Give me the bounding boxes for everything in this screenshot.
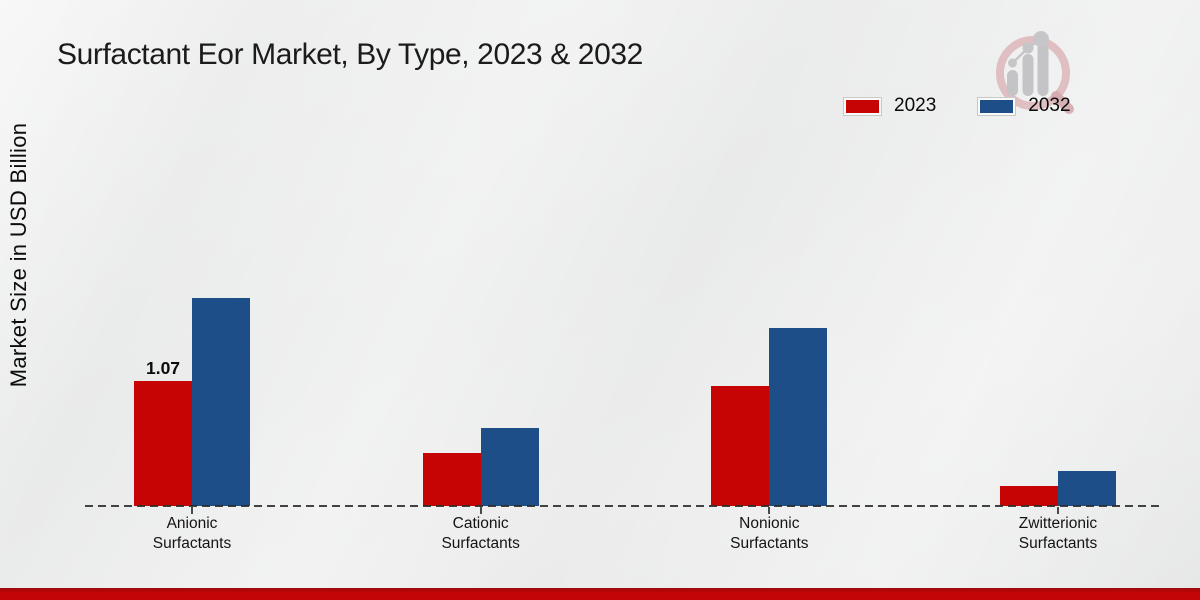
legend-swatch-2032-icon xyxy=(978,97,1016,115)
legend-item-2032: 2032 xyxy=(978,95,1071,117)
bar-2023-zwitterionic-surfactants xyxy=(1000,486,1058,506)
x-tick-label-line: Zwitterionic xyxy=(1018,515,1098,532)
bar-2032-anionic-surfactants xyxy=(192,298,250,506)
x-tick-label-line: Surfactants xyxy=(730,535,809,552)
x-tick-label-line: Surfactants xyxy=(152,535,232,552)
x-tick-label-anionic-surfactants: Anionic Surfactants xyxy=(107,514,277,554)
x-tick-nonionic-surfactants xyxy=(768,507,771,514)
bar-2032-cationic-surfactants xyxy=(480,428,539,506)
legend: 2023 2032 xyxy=(844,95,1071,117)
data-label-2023-anionic-surfactants: 1.07 xyxy=(145,358,181,378)
bar-2023-cationic-surfactants xyxy=(422,453,481,506)
footer-bar xyxy=(0,588,1200,600)
x-tick-label-line: Surfactants xyxy=(441,535,520,552)
bar-2023-nonionic-surfactants xyxy=(711,386,770,506)
legend-item-2023: 2023 xyxy=(844,95,936,117)
x-tick-cationic-surfactants xyxy=(479,507,482,514)
x-axis-baseline xyxy=(85,505,1163,507)
bar-2032-nonionic-surfactants xyxy=(769,328,828,506)
magnifier-growth-bars-logo xyxy=(996,31,1074,114)
x-tick-label-line: Cationic xyxy=(452,515,509,532)
x-tick-label-zwitterionic-surfactants: Zwitterionic Surfactants xyxy=(973,514,1143,554)
x-tick-label-line: Surfactants xyxy=(1018,535,1098,552)
legend-swatch-2023-icon xyxy=(844,97,881,115)
bar-2023-anionic-surfactants xyxy=(134,381,192,506)
legend-label-2032: 2032 xyxy=(1028,95,1071,116)
x-tick-label-line: Anionic xyxy=(166,515,218,532)
x-tick-label-line: Nonionic xyxy=(739,515,800,532)
x-tick-anionic-surfactants xyxy=(191,507,193,514)
chart-title: Surfactant Eor Market, By Type, 2023 & 2… xyxy=(57,38,643,71)
bar-2032-zwitterionic-surfactants xyxy=(1058,471,1116,506)
x-tick-label-nonionic-surfactants: Nonionic Surfactants xyxy=(684,514,854,554)
legend-label-2023: 2023 xyxy=(894,95,937,116)
x-tick-label-cationic-surfactants: Cationic Surfactants xyxy=(396,514,566,554)
x-tick-zwitterionic-surfactants xyxy=(1057,507,1059,514)
